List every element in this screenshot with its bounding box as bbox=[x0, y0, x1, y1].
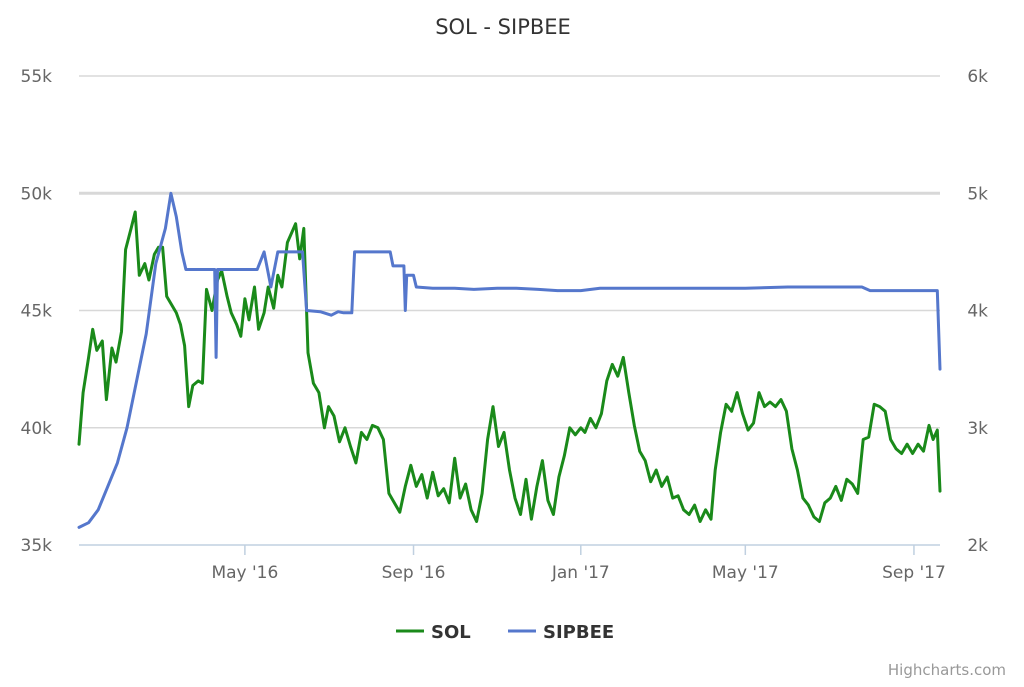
legend-item-sol[interactable]: SOL bbox=[396, 622, 471, 643]
gridlines bbox=[79, 75, 940, 429]
y-axis-right: 2k 3k 4k 5k 6k bbox=[967, 67, 988, 556]
y-left-tick-label: 55k bbox=[21, 67, 53, 87]
legend-label: SOL bbox=[431, 622, 471, 643]
legend-label: SIPBEE bbox=[543, 622, 614, 643]
y-left-tick-label: 40k bbox=[21, 419, 53, 439]
y-right-tick-label: 3k bbox=[967, 419, 988, 439]
series-layer bbox=[77, 191, 942, 529]
x-tick-label: Jan '17 bbox=[551, 563, 610, 583]
y-right-tick-label: 4k bbox=[967, 302, 988, 322]
legend: SOL SIPBEE bbox=[396, 622, 614, 643]
chart-title: SOL - SIPBEE bbox=[435, 15, 571, 39]
x-tick-label: Sep '16 bbox=[382, 563, 446, 583]
x-axis: May '16 Sep '16 Jan '17 May '17 Sep '17 bbox=[79, 544, 946, 583]
y-axis-left: 35k 40k 45k 50k 55k bbox=[21, 67, 53, 556]
x-tick-label: May '17 bbox=[712, 563, 779, 583]
y-left-tick-label: 50k bbox=[21, 184, 53, 204]
x-tick-label: Sep '17 bbox=[882, 563, 946, 583]
sipbee-series-line bbox=[77, 191, 942, 529]
credits-link[interactable]: Highcharts.com bbox=[888, 661, 1006, 679]
sol-series-line bbox=[77, 210, 942, 523]
y-left-tick-label: 45k bbox=[21, 302, 53, 322]
y-right-tick-label: 6k bbox=[967, 67, 988, 87]
x-tick-label: May '16 bbox=[211, 563, 278, 583]
legend-item-sipbee[interactable]: SIPBEE bbox=[508, 622, 614, 643]
y-left-tick-label: 35k bbox=[21, 536, 53, 556]
y-right-tick-label: 5k bbox=[967, 184, 988, 204]
y-right-tick-label: 2k bbox=[967, 536, 988, 556]
